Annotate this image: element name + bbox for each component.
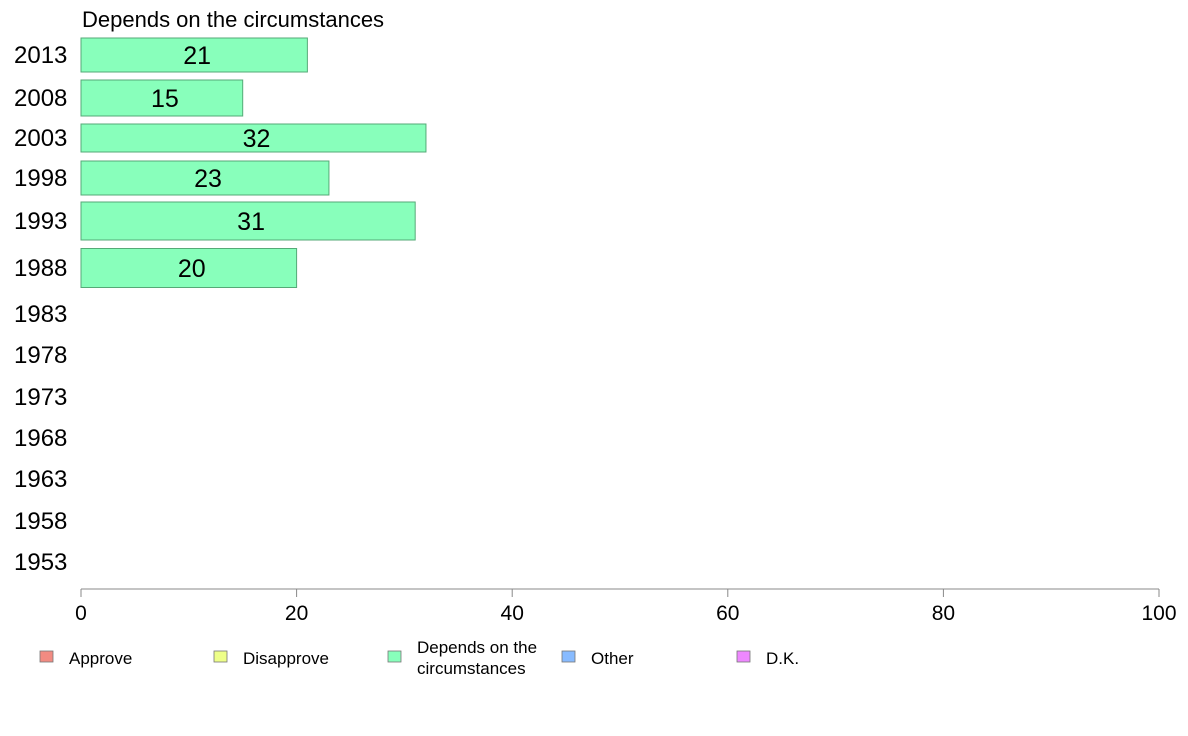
x-tick-label-80: 80 <box>932 602 955 625</box>
legend-label-other: Other <box>591 649 634 668</box>
bar-value-1988: 20 <box>178 255 206 283</box>
x-tick-label-20: 20 <box>285 602 308 625</box>
bar-1998 <box>80 160 330 196</box>
x-tick-label-40: 40 <box>501 602 524 625</box>
bar-2003 <box>80 123 427 153</box>
chart-title: Depends on the circumstances <box>82 7 384 32</box>
bar-value-1993: 31 <box>237 208 265 236</box>
bar-value-2008: 15 <box>151 85 179 113</box>
bar-1993 <box>80 201 416 241</box>
category-label-2013: 2013 <box>14 42 67 69</box>
bar-1988 <box>80 248 298 288</box>
legend: Approve Disapprove Depends on the circumsta… <box>39 638 799 678</box>
category-label-1973: 1973 <box>14 384 67 411</box>
legend-swatch-approve <box>39 650 54 663</box>
bars <box>80 37 427 288</box>
legend-swatch-disapprove <box>213 650 228 663</box>
legend-swatch-other <box>561 650 576 663</box>
x-tick-label-0: 0 <box>75 602 87 625</box>
x-tick-label-60: 60 <box>716 602 739 625</box>
category-label-1978: 1978 <box>14 342 67 369</box>
category-label-1993: 1993 <box>14 208 67 235</box>
category-labels: 2013 2008 2003 1998 1993 1988 1983 1978 1973 1968… <box>14 42 67 576</box>
category-label-1968: 1968 <box>14 425 67 452</box>
bar-value-1998: 23 <box>194 165 222 193</box>
legend-swatch-d-k <box>736 650 751 663</box>
legend-label-approve: Approve <box>69 649 132 668</box>
bar-2008 <box>80 79 244 117</box>
legend-swatch-depends-on-the-circumstances <box>387 650 402 663</box>
category-label-2008: 2008 <box>14 85 67 112</box>
category-label-1988: 1988 <box>14 255 67 282</box>
category-label-1953: 1953 <box>14 549 67 576</box>
bar-value-2013: 21 <box>183 42 211 70</box>
category-label-1998: 1998 <box>14 165 67 192</box>
legend-label-disapprove: Disapprove <box>243 649 329 668</box>
x-tick-label-100: 100 <box>1141 602 1176 625</box>
category-label-1963: 1963 <box>14 466 67 493</box>
legend-label-depends-on-the-circumstances: Depends on the circumstances <box>417 638 537 678</box>
x-axis: 0 20 40 60 80 100 <box>75 588 1177 625</box>
category-label-2003: 2003 <box>14 125 67 152</box>
category-label-1958: 1958 <box>14 508 67 535</box>
legend-label-d-k: D.K. <box>766 649 799 668</box>
category-label-1983: 1983 <box>14 301 67 328</box>
bar-2013 <box>80 37 308 73</box>
bar-value-2003: 32 <box>243 125 271 153</box>
